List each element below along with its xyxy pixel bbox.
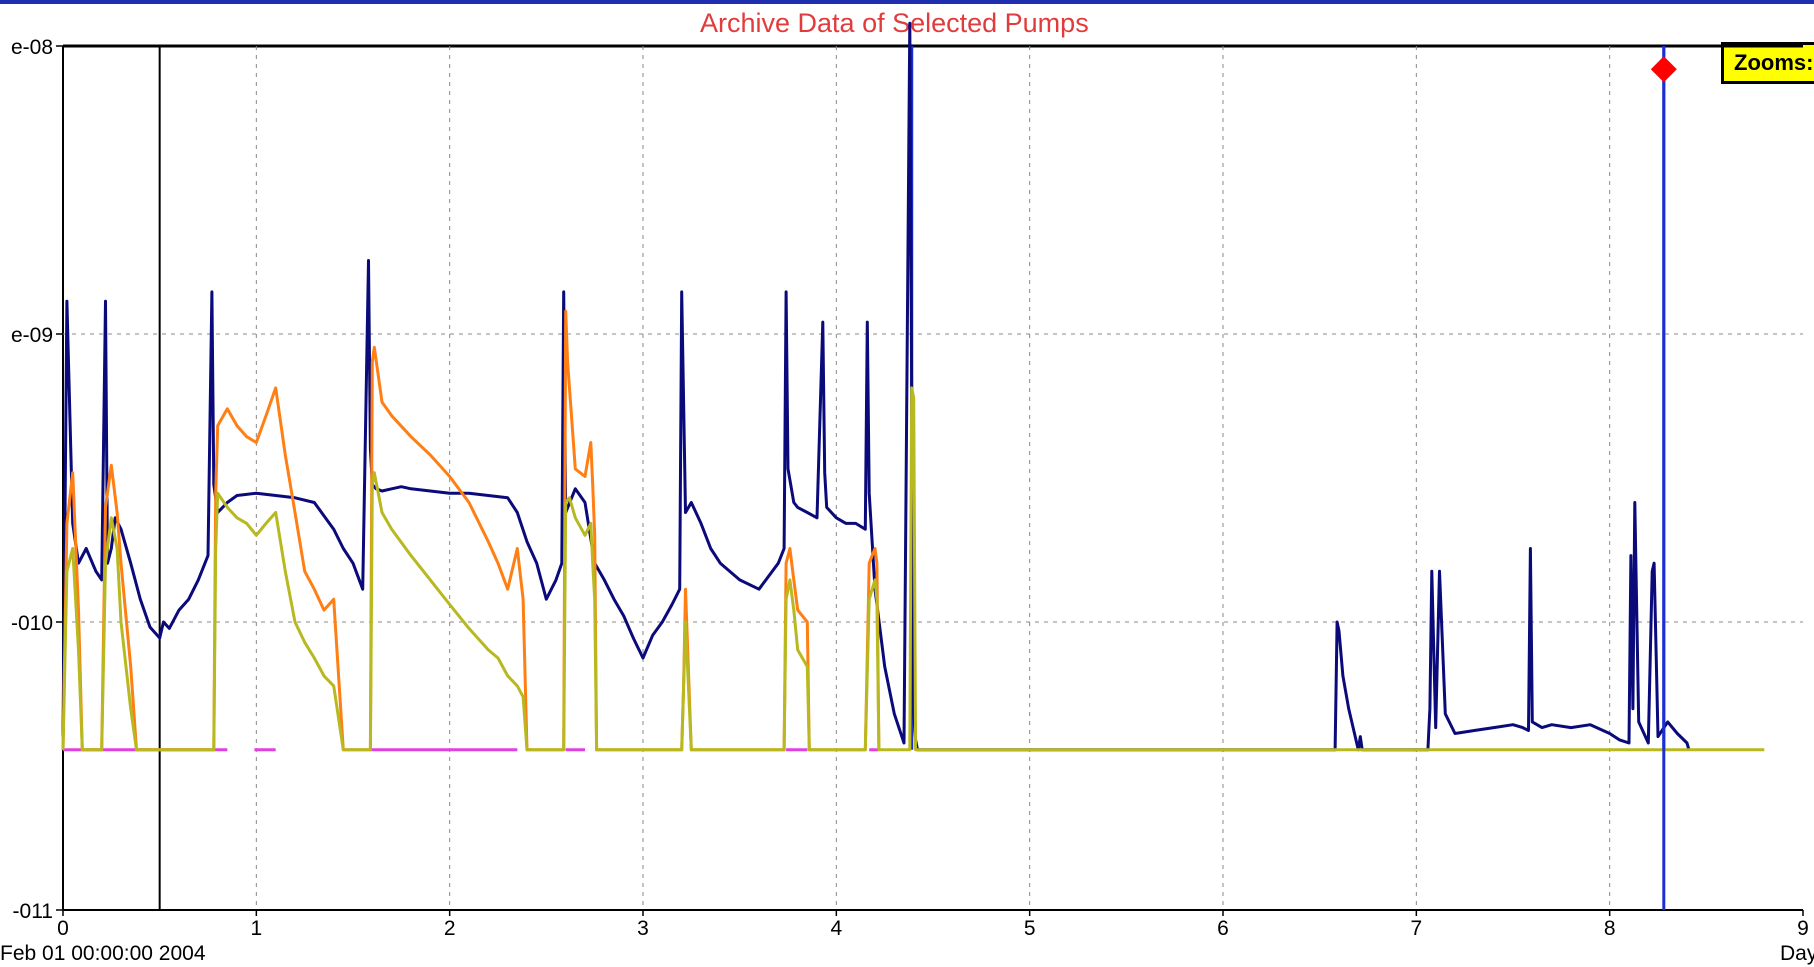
chart-title: Archive Data of Selected Pumps bbox=[700, 8, 1089, 38]
x-tick-label: 9 bbox=[1797, 917, 1809, 940]
x-tick-label: 6 bbox=[1217, 917, 1229, 940]
y-tick-label: e-08 bbox=[11, 36, 53, 59]
x-tick-label: 4 bbox=[830, 917, 842, 940]
x-unit-label: Day bbox=[1780, 942, 1814, 965]
y-tick-label: e-09 bbox=[11, 324, 53, 347]
series-line-0 bbox=[61, 21, 1691, 752]
x-tick-label: 8 bbox=[1604, 917, 1616, 940]
x-tick-label: 3 bbox=[637, 917, 649, 940]
y-tick-label: -010 bbox=[11, 612, 53, 635]
x-tick-label: 7 bbox=[1410, 917, 1422, 940]
window-top-border bbox=[0, 0, 1814, 4]
y-tick-label: -011 bbox=[13, 900, 53, 923]
series-line-2 bbox=[61, 386, 1765, 752]
x-start-date-label: Feb 01 00:00:00 2004 bbox=[0, 942, 206, 965]
x-tick-label: 2 bbox=[444, 917, 456, 940]
x-tick-label: 5 bbox=[1024, 917, 1036, 940]
zooms-button[interactable]: Zooms: bbox=[1721, 42, 1814, 84]
series-line-1 bbox=[61, 309, 881, 752]
x-tick-label: 0 bbox=[57, 917, 69, 940]
cursor-marker bbox=[1650, 56, 1677, 83]
x-tick-label: 1 bbox=[250, 917, 262, 940]
